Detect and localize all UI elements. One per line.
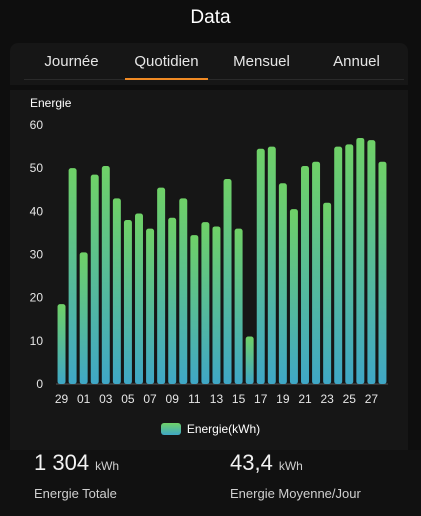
y-axis-title: Energie [30, 96, 72, 110]
x-tick-label: 11 [188, 392, 201, 406]
bar-day-03[interactable] [101, 166, 110, 384]
bar-day-09[interactable] [168, 217, 177, 384]
bar-day-15[interactable] [234, 228, 243, 384]
bar-day-10[interactable] [179, 198, 188, 384]
tab-journee[interactable]: Journée [44, 52, 99, 70]
total-energy-unit: kWh [95, 459, 120, 473]
tab-bar-container: Journée Quotidien Mensuel Annuel [10, 43, 408, 85]
bar-series [57, 137, 387, 384]
bar-day-13[interactable] [212, 226, 221, 384]
bar-day-06[interactable] [135, 213, 143, 384]
y-tick-label: 10 [30, 334, 44, 348]
bar-day-21[interactable] [301, 166, 309, 384]
total-energy-value: 1 304 [34, 450, 90, 475]
bar-day-30[interactable] [68, 168, 77, 384]
x-tick-label: 19 [276, 392, 290, 406]
bar-day-02[interactable] [90, 174, 99, 384]
x-tick-label: 05 [121, 392, 135, 406]
bar-day-04[interactable] [112, 198, 121, 384]
bar-day-18[interactable] [267, 146, 276, 384]
bar-day-16[interactable] [245, 336, 254, 384]
x-tick-label: 07 [143, 392, 157, 406]
page-title: Data [190, 7, 231, 28]
chart-card: Energie 0 10 20 30 40 50 60 29 01 03 05 07 09 11 13 15… [10, 90, 408, 450]
bar-day-12[interactable] [201, 222, 210, 384]
bar-day-08[interactable] [157, 187, 166, 384]
y-tick-label: 0 [36, 377, 43, 391]
y-tick-label: 60 [30, 118, 44, 132]
average-energy-unit: kWh [278, 459, 303, 473]
x-tick-label: 25 [343, 392, 357, 406]
legend-label: Energie(kWh) [186, 422, 261, 436]
average-energy-value: 43,4 [230, 450, 273, 475]
total-energy-stat: 1 304 kWh Energie Totale [34, 450, 119, 501]
x-tick-label: 27 [365, 392, 379, 406]
y-tick-label: 20 [30, 291, 44, 305]
average-energy-label: Energie Moyenne/Jour [230, 486, 361, 501]
stats-panel: 1 304 kWh Energie Totale 43,4 kWh Energie … [0, 450, 421, 516]
x-tick-label: 13 [210, 392, 224, 406]
chart-legend[interactable]: Energie(kWh) [0, 418, 421, 440]
legend-swatch [160, 423, 181, 435]
bar-day-17[interactable] [256, 148, 265, 384]
x-tick-label: 29 [55, 392, 69, 406]
bar-day-22[interactable] [312, 161, 321, 384]
y-axis: 0 10 20 30 40 50 60 [30, 118, 44, 391]
y-tick-label: 30 [30, 248, 44, 262]
tab-mensuel[interactable]: Mensuel [233, 52, 290, 70]
bar-day-20[interactable] [289, 209, 298, 384]
x-tick-label: 15 [232, 392, 246, 406]
x-tick-label: 09 [166, 392, 180, 406]
bar-day-26[interactable] [356, 137, 365, 384]
x-tick-label: 23 [320, 392, 334, 406]
bar-day-01[interactable] [79, 252, 88, 384]
y-tick-label: 40 [30, 204, 44, 218]
bar-day-07[interactable] [146, 228, 155, 384]
bar-day-24[interactable] [334, 146, 343, 384]
period-tabs: Journée Quotidien Mensuel Annuel [24, 43, 404, 80]
x-tick-label: 21 [298, 392, 312, 406]
total-energy-label: Energie Totale [34, 486, 117, 501]
x-tick-label: 03 [99, 392, 113, 406]
bar-day-23[interactable] [323, 202, 332, 384]
bar-day-25[interactable] [345, 144, 354, 384]
bar-day-19[interactable] [278, 183, 287, 384]
average-energy-stat: 43,4 kWh Energie Moyenne/Jour [230, 450, 361, 501]
bar-day-14[interactable] [223, 178, 232, 384]
bar-day-05[interactable] [123, 219, 132, 384]
tab-quotidien[interactable]: Quotidien [119, 43, 214, 80]
bar-day-27[interactable] [367, 140, 376, 384]
bar-day-11[interactable] [190, 235, 199, 384]
bar-day-28[interactable] [378, 161, 387, 384]
x-tick-label: 17 [254, 392, 268, 406]
x-tick-label: 01 [77, 392, 91, 406]
energy-bar-chart: Energie 0 10 20 30 40 50 60 29 01 03 05 07 09 11 13 15… [30, 96, 388, 406]
tab-annuel[interactable]: Annuel [333, 52, 380, 70]
x-axis: 29 01 03 05 07 09 11 13 15 17 19 21 23 25 27 [55, 392, 379, 406]
y-tick-label: 50 [30, 161, 44, 175]
bar-day-29[interactable] [57, 304, 66, 384]
